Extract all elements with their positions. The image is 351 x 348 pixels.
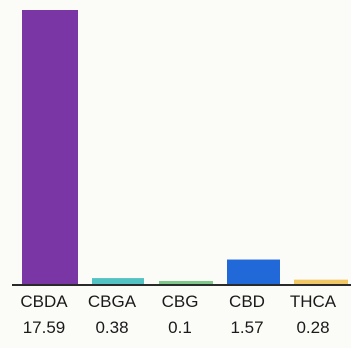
category-label-cbga: CBGA [88,292,137,311]
bar-cbda [22,10,78,284]
bar-thca [294,279,348,284]
bar-cbg [159,281,213,284]
bar-cbd [227,259,280,284]
value-label-cbd: 1.57 [230,318,263,337]
bars-layer [22,10,348,284]
labels-layer: CBDA 17.59 CBGA 0.38 CBG 0.1 CBD 1.57 THCA 0.28 [20,292,336,337]
category-label-thca: THCA [290,292,337,311]
category-label-cbd: CBD [229,292,265,311]
value-label-cbg: 0.1 [168,318,192,337]
value-label-cbga: 0.38 [95,318,128,337]
value-label-thca: 0.28 [296,318,329,337]
category-label-cbda: CBDA [20,292,68,311]
bar-cbga [92,278,144,284]
value-label-cbda: 17.59 [23,318,66,337]
category-label-cbg: CBG [162,292,199,311]
